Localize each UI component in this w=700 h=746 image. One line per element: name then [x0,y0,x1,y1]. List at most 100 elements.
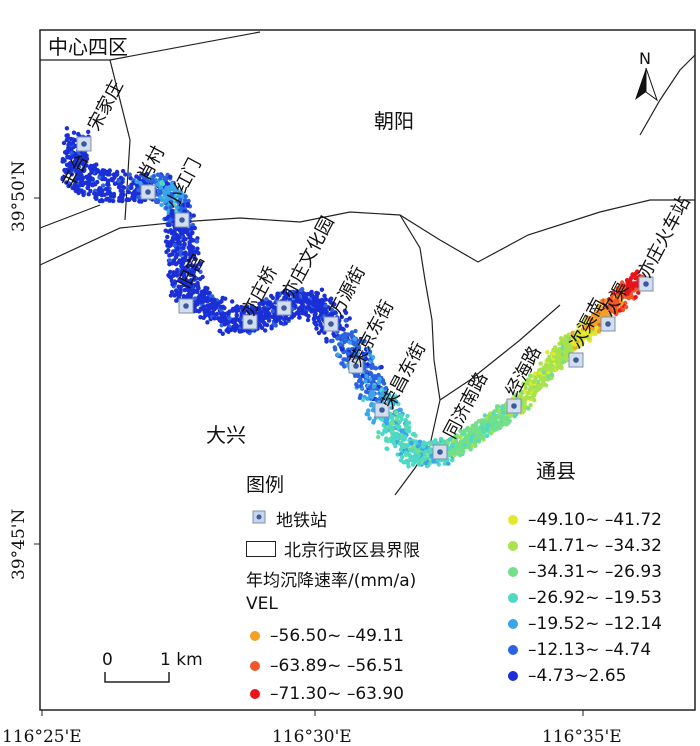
insar-point [198,315,203,320]
insar-point [156,172,161,177]
insar-point [181,260,186,265]
insar-point [541,369,546,375]
class-color-dot-icon [250,661,260,671]
insar-point [289,289,294,295]
insar-point [81,180,86,186]
insar-point [386,394,391,399]
insar-point [545,350,550,355]
insar-point [362,364,367,369]
insar-point [359,380,365,385]
insar-point [278,320,284,326]
insar-point [391,402,396,407]
insar-point [205,303,210,308]
insar-point [68,160,74,165]
insar-point [94,167,100,173]
insar-point [66,169,72,175]
scale-label: 1 km [160,650,203,670]
insar-point [235,317,240,322]
insar-point [111,198,116,204]
insar-point [214,311,220,317]
insar-point [128,176,133,181]
insar-point [360,373,365,378]
insar-point [485,433,490,438]
legend: 图例 地铁站 北京行政区县界限 年均沉降速率/(mm/a) VEL –71.30… [246,466,696,716]
insar-point [306,313,311,319]
insar-point [306,306,312,311]
insar-point [484,427,490,432]
insar-point [134,174,139,179]
insar-point [90,183,95,188]
insar-point [77,176,82,181]
insar-point [245,329,250,334]
insar-point [556,364,561,370]
insar-point [60,175,65,180]
insar-point [150,178,155,183]
insar-point [328,338,334,344]
insar-point [496,414,502,419]
insar-point [256,311,261,316]
insar-point [480,425,485,431]
insar-point [376,430,381,435]
insar-point [577,335,583,341]
insar-point [99,170,105,176]
insar-point [93,195,98,200]
insar-point [369,395,375,400]
insar-point [543,383,549,388]
legend-class-range: –4.73~2.65 [528,666,627,686]
class-color-dot-icon [508,645,518,655]
insar-point [302,292,307,297]
legend-class-range: –26.92~ –19.53 [528,588,662,608]
insar-point [189,263,194,268]
insar-point [538,374,543,380]
insar-point [143,175,148,180]
insar-point [526,406,531,411]
legend-class-row: –4.73~2.65 [508,666,626,686]
insar-point [92,163,97,168]
insar-point [446,461,451,466]
insar-point [585,320,590,326]
insar-point [163,199,168,204]
insar-point [520,397,526,402]
insar-point [415,444,421,449]
insar-point [129,185,134,190]
insar-point [296,311,301,317]
insar-point [70,137,76,142]
insar-point [309,292,315,297]
insar-point [168,252,174,257]
insar-point [74,163,80,168]
insar-point [436,462,441,467]
insar-point [73,187,78,192]
insar-point [178,289,183,295]
insar-point [166,194,171,199]
insar-point [353,352,359,357]
insar-point [596,329,602,334]
insar-point [369,372,374,377]
insar-point [619,301,624,306]
insar-point [191,213,196,218]
insar-point [415,458,420,463]
insar-point [347,340,352,345]
insar-point [343,318,348,323]
metro-station-icon [174,212,190,228]
legend-class-row: –26.92~ –19.53 [508,588,662,608]
insar-point [384,436,389,441]
insar-point [406,429,412,434]
insar-point [342,364,347,369]
insar-point [174,273,180,278]
insar-point [270,308,275,314]
insar-point [179,278,185,284]
class-color-dot-icon [508,541,518,551]
legend-class-row: –12.13~ –4.74 [508,640,651,660]
insar-point [394,424,399,429]
insar-point [587,333,593,338]
boundary-swatch-icon [246,540,276,557]
insar-point [68,141,74,146]
district-label-chaoyang: 朝阳 [374,109,414,133]
insar-point [169,289,175,295]
class-color-dot-icon [508,567,518,577]
insar-point [558,336,564,341]
insar-point [338,334,343,339]
insar-point [182,287,187,293]
insar-point [236,307,241,313]
insar-point [165,234,170,240]
